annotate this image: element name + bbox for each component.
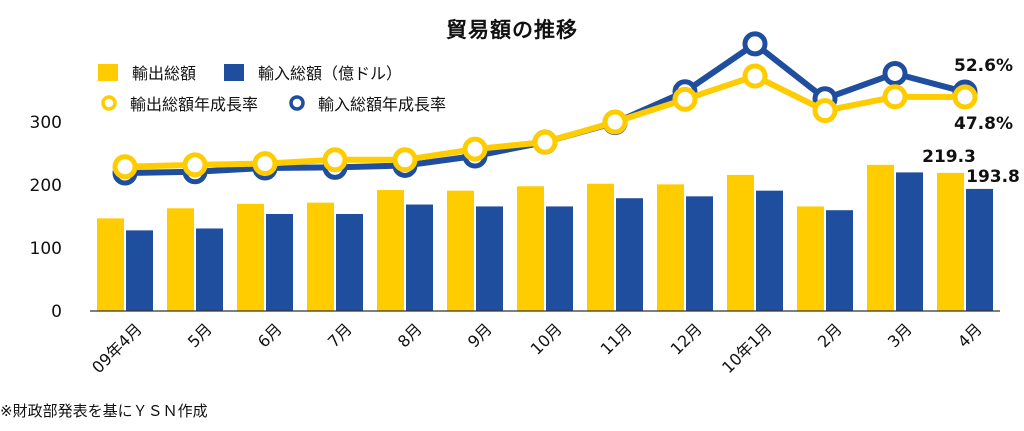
export-growth-point — [672, 86, 698, 112]
bar-import — [406, 204, 433, 311]
bar-export — [867, 164, 894, 311]
x-tick-label: 8月 — [394, 319, 426, 351]
bar-import — [476, 206, 503, 311]
y-tick-label: 0 — [51, 302, 62, 322]
bar-import — [616, 198, 643, 311]
export-growth-point — [742, 63, 768, 89]
bar-import — [966, 188, 993, 311]
x-tick-label: 7月 — [324, 319, 356, 351]
legend-swatch-export-growth — [98, 91, 120, 115]
export-growth-point — [462, 136, 488, 162]
data-label-import-last: 193.8 — [966, 167, 1020, 187]
x-tick-label: 4月 — [954, 319, 986, 351]
export-growth-point — [952, 84, 978, 110]
legend-item-import-growth: 輸入総額年成長率 — [286, 91, 446, 115]
bar-import — [686, 196, 713, 311]
x-tick-label: 5月 — [184, 319, 216, 351]
bar-import — [546, 206, 573, 311]
legend-item-export-growth: 輸出総額年成長率 — [98, 91, 258, 115]
x-tick-label: 10月 — [527, 319, 566, 358]
bar-export — [167, 208, 194, 311]
export-growth-point — [602, 109, 628, 135]
bar-import — [196, 228, 223, 311]
bar-export — [447, 190, 474, 311]
bar-export — [727, 174, 754, 311]
legend-swatch-import-total — [224, 63, 245, 81]
export-growth-point — [392, 147, 418, 173]
export-growth-point — [112, 154, 138, 180]
export-growth-point — [532, 129, 558, 155]
x-tick-label: 6月 — [254, 319, 286, 351]
legend-label-import-total: 輸入総額（億ドル） — [258, 64, 403, 83]
bar-import — [896, 172, 923, 311]
x-tick-label: 11月 — [597, 319, 636, 358]
x-tick-label: 2月 — [814, 319, 846, 351]
bar-import — [336, 213, 363, 311]
data-label-import-growth: 52.6% — [954, 56, 1013, 76]
data-label-export-growth: 47.8% — [954, 114, 1013, 134]
data-label-export-last: 219.3 — [922, 147, 976, 167]
bar-export — [377, 190, 404, 311]
y-tick-label: 200 — [30, 176, 62, 196]
x-tick-label: 09年4月 — [88, 319, 146, 377]
legend-item-import-total: 輸入総額（億ドル） — [224, 60, 402, 84]
legend-label-export-growth: 輸出総額年成長率 — [130, 95, 259, 114]
bar-import — [756, 190, 783, 311]
source-note: ※財政部発表を基にＹＳＮ作成 — [0, 402, 208, 420]
bar-export — [517, 186, 544, 311]
x-tick-label: 9月 — [464, 319, 496, 351]
export-growth-point — [252, 151, 278, 177]
bar-export — [657, 184, 684, 311]
bar-export — [237, 203, 264, 311]
legend-swatch-import-growth — [286, 91, 308, 115]
y-tick-label: 300 — [30, 113, 62, 133]
export-growth-point — [182, 152, 208, 178]
bar-export — [937, 172, 964, 311]
legend-swatch-export-total — [98, 63, 118, 81]
x-tick-label: 3月 — [884, 319, 916, 351]
import-growth-point — [742, 31, 768, 57]
export-growth-point — [322, 147, 348, 173]
bar-import — [126, 230, 153, 311]
legend-row-lines: 輸出総額年成長率 輸入総額年成長率 — [98, 91, 474, 115]
bar-import — [266, 213, 293, 311]
bar-export — [307, 202, 334, 311]
x-tick-label: 12月 — [667, 319, 706, 358]
export-growth-point — [812, 98, 838, 124]
chart-title: 貿易額の推移 — [446, 18, 578, 42]
legend-item-export-total: 輸出総額 — [98, 60, 196, 84]
bar-export — [587, 183, 614, 311]
bar-export — [797, 206, 824, 311]
export-growth-point — [882, 84, 908, 110]
bar-export — [97, 218, 124, 311]
y-tick-label: 100 — [30, 239, 62, 259]
legend-row-bars: 輸出総額 輸入総額（億ドル） — [98, 60, 430, 84]
bar-import — [826, 210, 853, 311]
legend-label-import-growth: 輸入総額年成長率 — [318, 95, 447, 114]
x-tick-label: 10年1月 — [718, 319, 776, 377]
legend-label-export-total: 輸出総額 — [132, 64, 197, 83]
import-growth-point — [882, 60, 908, 86]
